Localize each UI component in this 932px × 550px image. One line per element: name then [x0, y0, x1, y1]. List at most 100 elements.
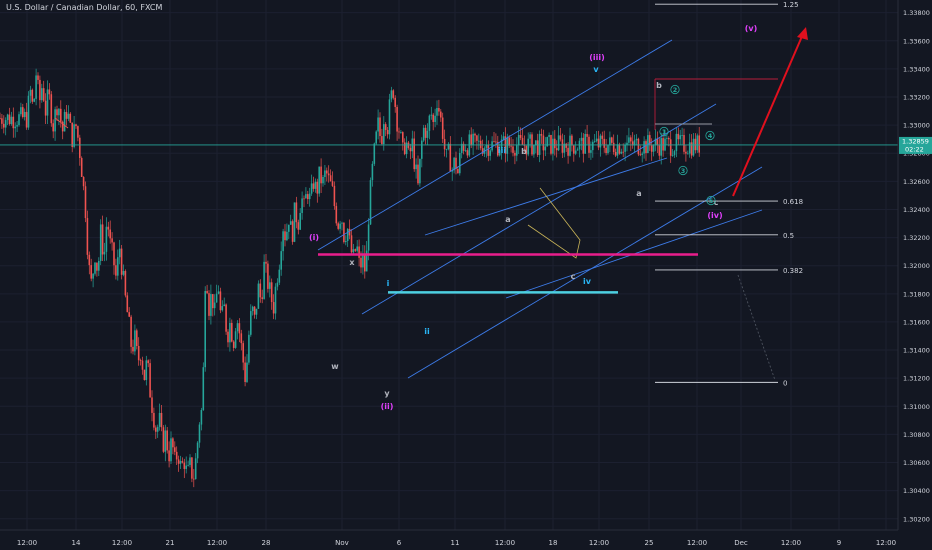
candle-body [440, 111, 442, 118]
candle-body [320, 166, 322, 184]
candle-body [37, 75, 39, 80]
candle-body [654, 138, 657, 146]
candle-body [234, 331, 237, 348]
x-tick-label: Nov [335, 539, 349, 547]
candle-body [297, 222, 300, 230]
candle-body [156, 426, 159, 432]
wave-label: b [521, 147, 527, 156]
candle-body [27, 95, 30, 128]
candle-body [122, 271, 125, 275]
candle-body [248, 334, 250, 363]
candle-body [698, 135, 700, 153]
candle-body [464, 150, 467, 152]
candle-body [514, 152, 516, 156]
candle-body [637, 138, 640, 155]
candle-body [546, 136, 548, 147]
candle-body [113, 242, 115, 266]
candle-body [126, 295, 129, 313]
candle-body [645, 141, 647, 154]
x-tick-label: 12:00 [687, 539, 707, 547]
candle-body [42, 88, 45, 101]
candle-body [443, 138, 446, 150]
candle-body [187, 464, 189, 466]
candle-body [272, 302, 275, 314]
candle-body [181, 461, 184, 463]
fib-label: 0 [783, 379, 787, 387]
candle-body [624, 144, 626, 152]
candle-body [88, 254, 91, 266]
x-tick-label: 21 [166, 539, 175, 547]
candle-body [269, 282, 271, 289]
candle-body [1, 118, 3, 124]
candle-body [314, 181, 317, 189]
candle-body [390, 90, 393, 100]
candle-body [639, 154, 642, 156]
candle-body [79, 137, 81, 158]
candle-body [364, 253, 366, 272]
candle-body [402, 132, 404, 143]
y-tick-label: 1.33200 [903, 94, 930, 102]
candle-body [137, 345, 140, 361]
candle-body [506, 137, 509, 154]
candle-body [609, 137, 611, 146]
y-tick-label: 1.30800 [903, 431, 930, 439]
y-tick-label: 1.31400 [903, 347, 930, 355]
candle-body [687, 153, 689, 155]
time-axis: 12:00 14 12:00 21 12:00 28 Nov 6 11 12:00 18 12:00 2… [0, 529, 898, 547]
candle-body [217, 291, 220, 294]
candle-body [396, 106, 398, 132]
candle-body [77, 126, 79, 138]
candle-body [189, 457, 191, 465]
candle-body [685, 151, 687, 154]
candle-body [343, 222, 345, 243]
wave-label: 1 [662, 128, 667, 136]
wave-label: (iii) [589, 53, 605, 62]
candle-body [432, 114, 434, 122]
candle-body [681, 135, 683, 136]
candle-body [56, 109, 58, 116]
candle-body [105, 226, 108, 252]
candle-body [308, 193, 311, 200]
candle-body [132, 346, 134, 352]
candle-body [529, 134, 531, 139]
candle-body [497, 141, 499, 156]
candle-body [696, 135, 699, 151]
wave-label: a [505, 215, 510, 224]
wave-label: (ii) [381, 402, 394, 411]
candle-body [75, 124, 77, 127]
candle-body [472, 133, 474, 146]
candle-body [278, 269, 281, 283]
candle-body [455, 157, 457, 170]
candle-body [692, 138, 695, 156]
candle-body [276, 282, 279, 287]
candle-body [3, 123, 5, 128]
candle-body [339, 223, 341, 229]
candle-body [117, 257, 119, 276]
candle-body [227, 331, 229, 343]
candle-body [301, 198, 303, 213]
candle-body [409, 147, 412, 152]
candle-body [521, 137, 524, 145]
candle-body [240, 333, 243, 344]
candle-body [650, 145, 653, 152]
wave-label: iv [583, 277, 592, 286]
candle-body [329, 175, 332, 182]
candle-body [52, 123, 54, 132]
candle-body [620, 151, 623, 154]
candle-body [373, 143, 376, 164]
candle-body [333, 185, 336, 207]
fib-diagonal [737, 274, 776, 381]
early-marker [54, 117, 69, 129]
candle-body [200, 410, 203, 425]
candle-body [8, 114, 11, 125]
candle-body [335, 206, 338, 224]
candle-body [586, 133, 588, 137]
candle-body [383, 124, 385, 145]
candle-body [221, 306, 224, 311]
wave-label: (i) [309, 233, 319, 242]
candle-body [259, 283, 262, 298]
candle-body [538, 134, 541, 155]
candle-body [381, 136, 383, 145]
